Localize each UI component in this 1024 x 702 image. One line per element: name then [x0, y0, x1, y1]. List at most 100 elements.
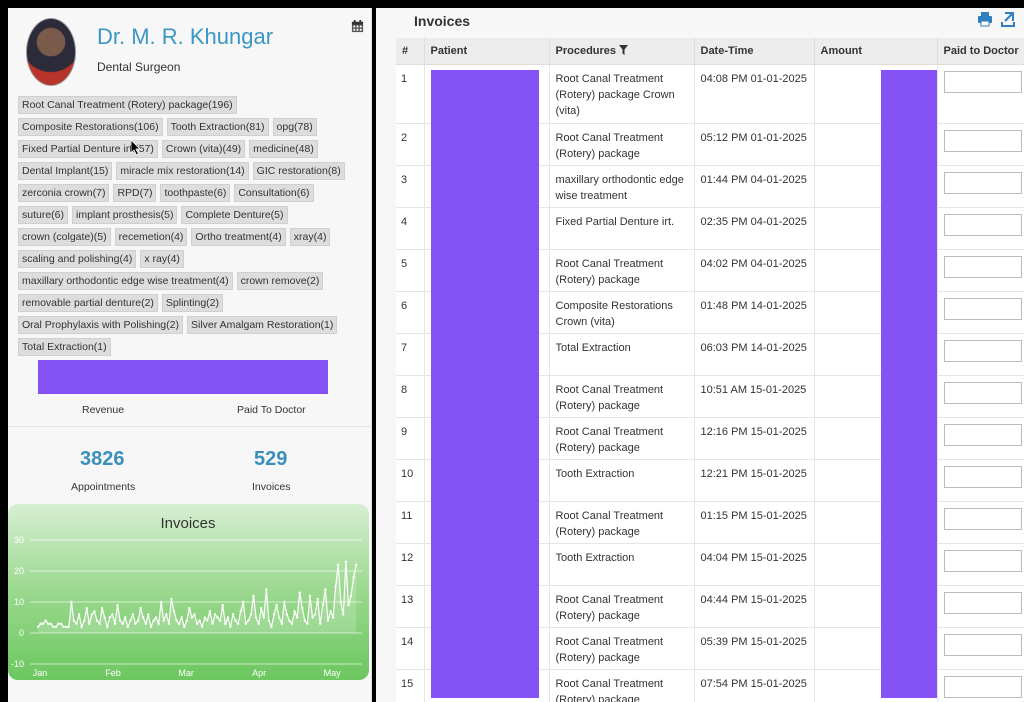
data-point	[260, 607, 263, 610]
data-point	[252, 594, 255, 597]
calendar-icon[interactable]	[351, 20, 364, 33]
paid-to-doctor-input[interactable]	[943, 297, 1022, 320]
data-point	[59, 622, 63, 625]
data-point	[334, 585, 337, 588]
datetime-cell: 01:15 PM 15-01-2025	[694, 501, 815, 544]
data-point	[129, 619, 132, 622]
procedure-tag[interactable]: Silver Amalgam Restoration(1)	[186, 316, 338, 334]
data-point	[149, 625, 153, 628]
procedure-tag[interactable]: crown (colgate)(5)	[18, 228, 111, 246]
procedure-tag[interactable]: xray(4)	[289, 228, 331, 246]
data-point	[98, 622, 101, 625]
column-header-paid-to-doctor[interactable]: Paid to Doctor	[937, 38, 1024, 65]
column-header-patient[interactable]: Patient	[424, 38, 550, 65]
procedure-tag[interactable]: Ortho treatment(4)	[191, 228, 286, 246]
procedure-tag[interactable]: scaling and polishing(4)	[18, 250, 137, 268]
data-point	[244, 622, 247, 625]
data-point	[147, 613, 150, 616]
procedure-tag[interactable]: removable partial denture(2)	[18, 294, 158, 312]
print-icon[interactable]	[977, 11, 993, 27]
procedure-tag[interactable]: toothpaste(6)	[160, 184, 231, 202]
paid-to-doctor-cell	[937, 291, 1024, 334]
procedure-tag[interactable]: Fixed Partial Denture irt.(57)	[18, 140, 158, 158]
paid-to-doctor-input[interactable]	[943, 70, 1022, 93]
data-point	[267, 619, 271, 622]
paid-to-doctor-input[interactable]	[943, 633, 1022, 656]
series-area	[38, 561, 357, 633]
data-point	[193, 613, 196, 616]
data-point	[226, 616, 230, 619]
data-point	[208, 610, 212, 613]
data-point	[47, 622, 50, 625]
data-point	[160, 600, 163, 604]
procedure-tag[interactable]: RPD(7)	[113, 184, 157, 202]
datetime-cell: 12:16 PM 15-01-2025	[694, 417, 815, 460]
procedures-cell: Tooth Extraction	[549, 543, 695, 586]
data-point	[183, 625, 186, 628]
data-point	[285, 613, 289, 616]
procedure-tag[interactable]: maxillary orthodontic edge wise treatmen…	[18, 272, 233, 290]
filter-icon[interactable]	[619, 44, 629, 55]
data-point	[326, 619, 330, 622]
procedure-tag[interactable]: Consultation(6)	[234, 184, 314, 202]
y-tick-label: 0	[19, 628, 24, 638]
paid-to-doctor-input[interactable]	[943, 675, 1022, 698]
procedure-tag[interactable]: implant prosthesis(5)	[72, 206, 178, 224]
procedure-tag[interactable]: Total Extraction(1)	[18, 338, 111, 356]
procedure-tag[interactable]: Tooth Extraction(81)	[166, 118, 269, 136]
row-number: 11	[396, 501, 425, 544]
procedure-tag[interactable]: medicine(48)	[249, 140, 318, 158]
data-point	[290, 622, 294, 625]
data-point	[142, 616, 145, 619]
procedure-tag[interactable]: Root Canal Treatment (Rotery) package(19…	[18, 96, 237, 114]
procedure-tag[interactable]: recemetion(4)	[114, 228, 188, 246]
revenue-bar	[38, 360, 328, 394]
paid-to-doctor-input[interactable]	[943, 381, 1022, 404]
column-header-number[interactable]: #	[396, 38, 425, 65]
table-row[interactable]: 12 Tooth Extraction 04:04 PM 15-01-2025	[396, 543, 1024, 586]
paid-to-doctor-input[interactable]	[943, 423, 1022, 446]
column-header-amount[interactable]: Amount	[814, 38, 938, 65]
procedure-tag[interactable]: miracle mix restoration(14)	[116, 162, 249, 180]
data-point	[144, 622, 147, 625]
paid-to-doctor-input[interactable]	[943, 507, 1022, 530]
paid-to-doctor-input[interactable]	[943, 549, 1022, 572]
procedure-tag[interactable]: Splinting(2)	[161, 294, 224, 312]
paid-to-doctor-input[interactable]	[943, 339, 1022, 362]
procedure-tag[interactable]: zerconia crown(7)	[18, 184, 110, 202]
column-header-procedures[interactable]: Procedures	[549, 38, 695, 65]
y-tick-label: -10	[11, 659, 24, 669]
table-row[interactable]: 15 Root Canal Treatment (Rotery) package 0…	[396, 669, 1024, 702]
procedure-tag[interactable]: opg(78)	[272, 118, 317, 136]
paid-to-doctor-input[interactable]	[943, 129, 1022, 152]
paid-to-doctor-input[interactable]	[943, 255, 1022, 278]
export-icon[interactable]	[1000, 11, 1016, 27]
procedures-cell: Root Canal Treatment (Rotery) package	[549, 585, 695, 628]
procedures-cell: Root Canal Treatment (Rotery) package	[549, 249, 695, 292]
procedure-tag[interactable]: suture(6)	[18, 206, 69, 224]
data-point	[75, 622, 78, 625]
column-header-datetime[interactable]: Date-Time	[694, 38, 815, 65]
procedure-tag[interactable]: crown remove(2)	[236, 272, 324, 290]
procedure-tag[interactable]: Composite Restorations(106)	[18, 118, 163, 136]
paid-to-doctor-input[interactable]	[943, 465, 1022, 488]
row-number: 12	[396, 543, 425, 586]
datetime-cell: 10:51 AM 15-01-2025	[694, 375, 815, 418]
procedure-tag[interactable]: Crown (vita)(49)	[161, 140, 246, 158]
y-tick-label: 10	[14, 597, 24, 607]
procedure-tag[interactable]: x ray(4)	[140, 250, 184, 268]
datetime-cell: 04:02 PM 04-01-2025	[694, 249, 815, 292]
x-tick-label: Mar	[178, 668, 194, 678]
procedure-tag[interactable]: Oral Prophylaxis with Polishing(2)	[18, 316, 183, 334]
procedure-tag[interactable]: GIC restoration(8)	[252, 162, 345, 180]
procedure-tag[interactable]: Dental Implant(15)	[18, 162, 113, 180]
paid-to-doctor-cell	[937, 585, 1024, 628]
data-point	[170, 597, 173, 601]
data-point	[242, 600, 245, 604]
paid-to-doctor-input[interactable]	[943, 591, 1022, 614]
data-point	[172, 610, 176, 613]
paid-to-doctor-input[interactable]	[943, 213, 1022, 236]
procedures-cell: Root Canal Treatment (Rotery) package	[549, 669, 695, 702]
procedure-tag[interactable]: Complete Denture(5)	[181, 206, 288, 224]
paid-to-doctor-input[interactable]	[943, 171, 1022, 194]
